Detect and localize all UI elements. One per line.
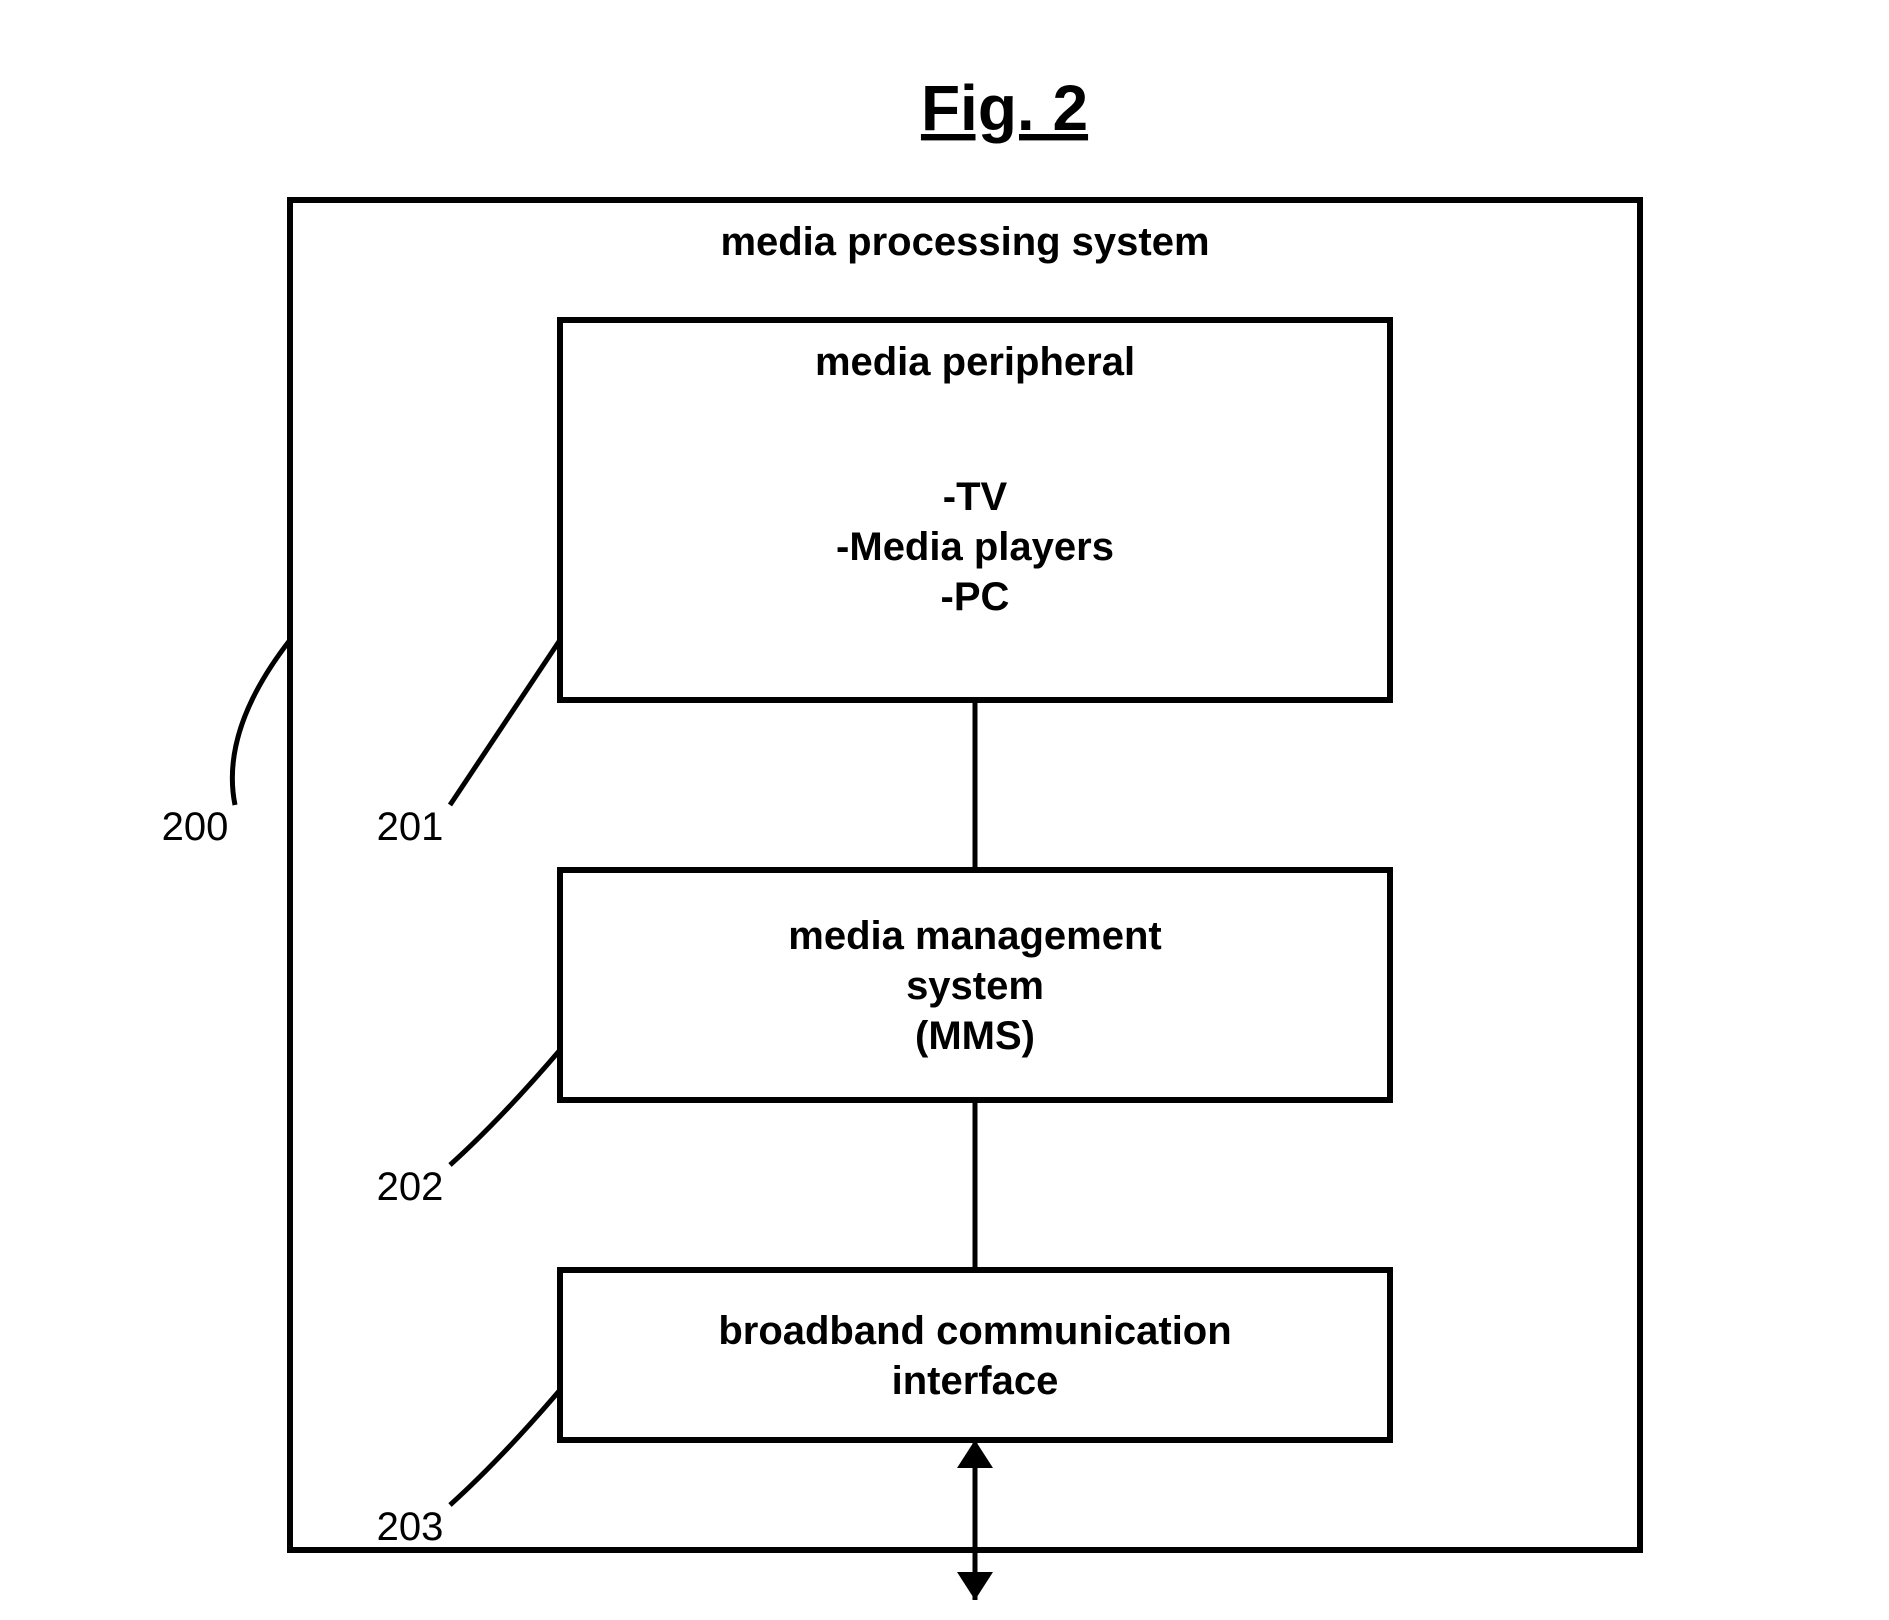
block-mms-line: (MMS) <box>915 1014 1035 1058</box>
ref-number: 203 <box>377 1505 444 1549</box>
block-mms-line: system <box>906 964 1044 1008</box>
outer-box-label: media processing system <box>720 220 1209 264</box>
figure-diagram: Fig. 2 media processing system media perip… <box>0 0 1889 1620</box>
block-broadband <box>560 1270 1390 1440</box>
block-peripheral-label: media peripheral <box>815 340 1135 384</box>
ref-number: 202 <box>377 1165 444 1209</box>
block-peripheral-line: -TV <box>943 475 1008 519</box>
block-mms-line: media management <box>788 914 1161 958</box>
block-broadband-line: interface <box>892 1359 1059 1403</box>
block-peripheral-line: -Media players <box>836 525 1114 569</box>
ref-number: 200 <box>162 805 229 849</box>
ref-number: 201 <box>377 805 444 849</box>
block-peripheral-line: -PC <box>941 575 1010 619</box>
block-broadband-line: broadband communication <box>718 1309 1231 1353</box>
figure-title: Fig. 2 <box>921 72 1088 144</box>
